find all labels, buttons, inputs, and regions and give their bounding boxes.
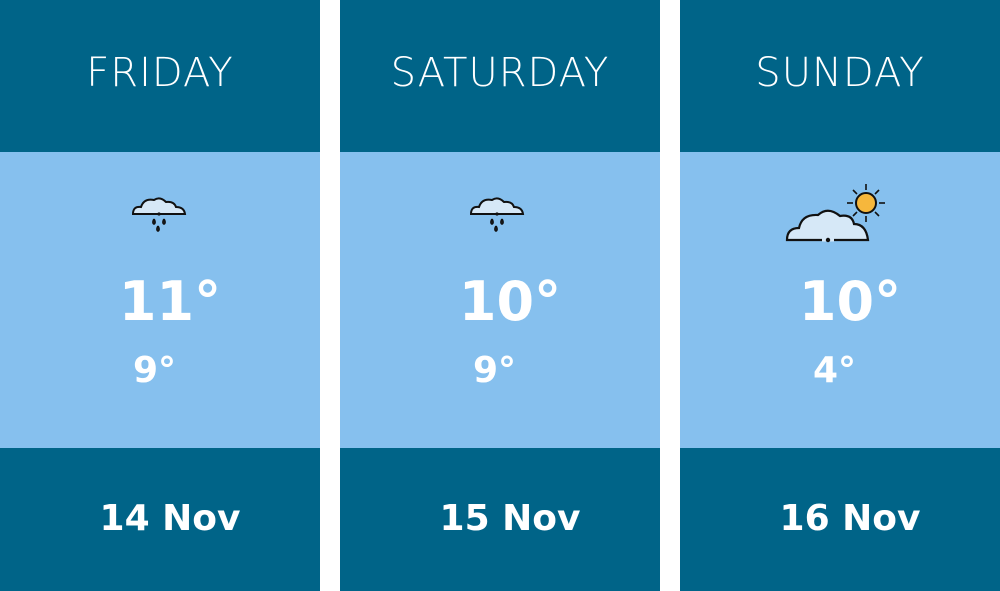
- day-card-sunday: SUNDAY 10° 4° 16 Nov: [680, 0, 1000, 591]
- high-temperature: 11°: [118, 270, 222, 333]
- rain-cloud-icon: [469, 197, 525, 233]
- day-header: SUNDAY: [680, 0, 1000, 152]
- forecast-body: 10° 4°: [680, 152, 1000, 448]
- day-card-friday: FRIDAY 11° 9° 14 Nov: [0, 0, 320, 591]
- date-label: 14 Nov: [99, 498, 241, 539]
- forecast-body: 10° 9°: [340, 152, 660, 448]
- day-name: SUNDAY: [755, 50, 925, 96]
- low-temperature: 4°: [813, 350, 857, 391]
- low-temperature: 9°: [473, 350, 517, 391]
- forecast-body: 11° 9°: [0, 152, 320, 448]
- day-name: FRIDAY: [86, 50, 234, 96]
- day-name: SATURDAY: [390, 50, 610, 96]
- date-label: 16 Nov: [779, 498, 921, 539]
- low-temperature: 9°: [133, 350, 177, 391]
- partly-sunny-icon: [785, 184, 885, 243]
- day-header: FRIDAY: [0, 0, 320, 152]
- day-footer: 14 Nov: [0, 448, 320, 591]
- date-label: 15 Nov: [439, 498, 581, 539]
- rain-cloud-icon: [131, 197, 187, 233]
- high-temperature: 10°: [798, 270, 902, 333]
- day-card-saturday: SATURDAY 10° 9° 15 Nov: [340, 0, 660, 591]
- day-header: SATURDAY: [340, 0, 660, 152]
- day-footer: 16 Nov: [680, 448, 1000, 591]
- day-footer: 15 Nov: [340, 448, 660, 591]
- high-temperature: 10°: [458, 270, 562, 333]
